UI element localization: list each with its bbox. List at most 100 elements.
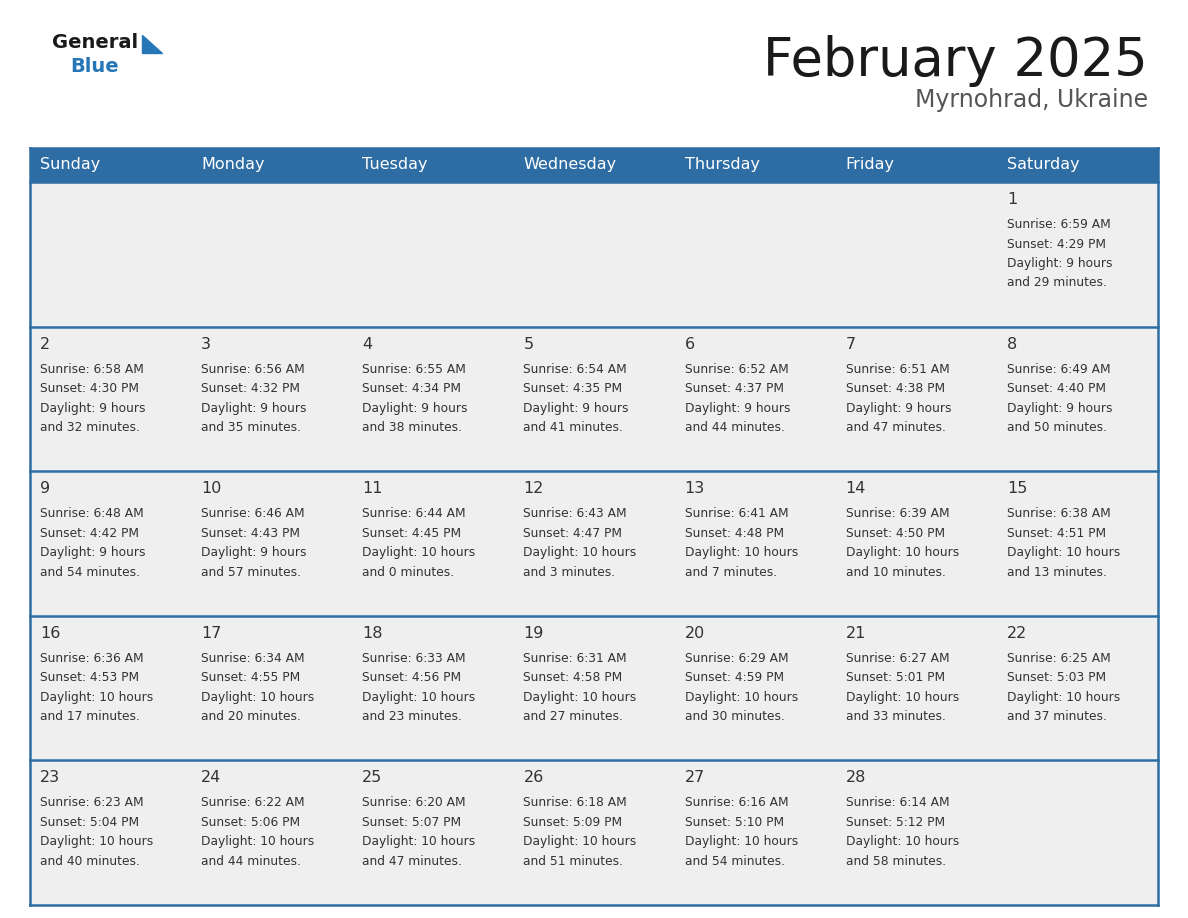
- Text: Sunrise: 6:39 AM: Sunrise: 6:39 AM: [846, 508, 949, 521]
- Text: Daylight: 9 hours: Daylight: 9 hours: [201, 401, 307, 415]
- Text: 15: 15: [1007, 481, 1028, 497]
- Bar: [30, 327, 191, 471]
- Text: and 33 minutes.: and 33 minutes.: [846, 711, 946, 723]
- Bar: [353, 327, 513, 471]
- Text: and 10 minutes.: and 10 minutes.: [846, 565, 946, 578]
- Text: Sunrise: 6:18 AM: Sunrise: 6:18 AM: [524, 797, 627, 810]
- Text: Daylight: 9 hours: Daylight: 9 hours: [201, 546, 307, 559]
- Text: 9: 9: [40, 481, 50, 497]
- Text: Sunrise: 6:14 AM: Sunrise: 6:14 AM: [846, 797, 949, 810]
- Text: 24: 24: [201, 770, 221, 786]
- Text: Sunrise: 6:55 AM: Sunrise: 6:55 AM: [362, 363, 466, 375]
- Text: and 7 minutes.: and 7 minutes.: [684, 565, 777, 578]
- Bar: [513, 327, 675, 471]
- Text: Wednesday: Wednesday: [524, 158, 617, 173]
- Text: Sunset: 4:29 PM: Sunset: 4:29 PM: [1007, 238, 1106, 251]
- Text: and 35 minutes.: and 35 minutes.: [201, 421, 301, 434]
- Bar: [30, 148, 191, 182]
- Bar: [675, 148, 835, 182]
- Text: Sunrise: 6:38 AM: Sunrise: 6:38 AM: [1007, 508, 1111, 521]
- Bar: [191, 148, 353, 182]
- Bar: [835, 471, 997, 616]
- Text: Sunrise: 6:29 AM: Sunrise: 6:29 AM: [684, 652, 788, 665]
- Text: Sunset: 4:55 PM: Sunset: 4:55 PM: [201, 671, 301, 684]
- Text: Daylight: 10 hours: Daylight: 10 hours: [1007, 691, 1120, 704]
- Bar: [30, 182, 191, 327]
- Text: 19: 19: [524, 626, 544, 641]
- Text: and 40 minutes.: and 40 minutes.: [40, 855, 140, 868]
- Text: Daylight: 10 hours: Daylight: 10 hours: [1007, 546, 1120, 559]
- Text: Myrnohrad, Ukraine: Myrnohrad, Ukraine: [915, 88, 1148, 112]
- Text: and 47 minutes.: and 47 minutes.: [846, 421, 946, 434]
- Text: and 41 minutes.: and 41 minutes.: [524, 421, 624, 434]
- Text: and 13 minutes.: and 13 minutes.: [1007, 565, 1107, 578]
- Text: Sunset: 5:12 PM: Sunset: 5:12 PM: [846, 816, 944, 829]
- Text: Blue: Blue: [70, 57, 119, 76]
- Text: and 23 minutes.: and 23 minutes.: [362, 711, 462, 723]
- Text: Sunset: 4:38 PM: Sunset: 4:38 PM: [846, 382, 944, 395]
- Text: Sunset: 4:32 PM: Sunset: 4:32 PM: [201, 382, 301, 395]
- Text: Sunrise: 6:23 AM: Sunrise: 6:23 AM: [40, 797, 144, 810]
- Text: Sunset: 4:43 PM: Sunset: 4:43 PM: [201, 527, 301, 540]
- Text: Daylight: 10 hours: Daylight: 10 hours: [201, 691, 315, 704]
- Bar: [513, 182, 675, 327]
- Text: Daylight: 10 hours: Daylight: 10 hours: [524, 546, 637, 559]
- Text: Sunrise: 6:43 AM: Sunrise: 6:43 AM: [524, 508, 627, 521]
- Text: Daylight: 10 hours: Daylight: 10 hours: [362, 546, 475, 559]
- Text: 5: 5: [524, 337, 533, 352]
- Text: 18: 18: [362, 626, 383, 641]
- Text: 2: 2: [40, 337, 50, 352]
- Text: Sunrise: 6:54 AM: Sunrise: 6:54 AM: [524, 363, 627, 375]
- Text: February 2025: February 2025: [763, 35, 1148, 87]
- Text: Daylight: 10 hours: Daylight: 10 hours: [40, 691, 153, 704]
- Text: Sunset: 4:58 PM: Sunset: 4:58 PM: [524, 671, 623, 684]
- Text: and 37 minutes.: and 37 minutes.: [1007, 711, 1107, 723]
- Bar: [675, 616, 835, 760]
- Text: Sunrise: 6:51 AM: Sunrise: 6:51 AM: [846, 363, 949, 375]
- Text: Sunset: 4:53 PM: Sunset: 4:53 PM: [40, 671, 139, 684]
- Text: Daylight: 10 hours: Daylight: 10 hours: [201, 835, 315, 848]
- Text: Sunset: 5:09 PM: Sunset: 5:09 PM: [524, 816, 623, 829]
- Text: Daylight: 10 hours: Daylight: 10 hours: [362, 835, 475, 848]
- Text: Daylight: 10 hours: Daylight: 10 hours: [846, 835, 959, 848]
- Text: Sunday: Sunday: [40, 158, 100, 173]
- Text: 25: 25: [362, 770, 383, 786]
- Text: Sunset: 4:50 PM: Sunset: 4:50 PM: [846, 527, 944, 540]
- Text: and 50 minutes.: and 50 minutes.: [1007, 421, 1107, 434]
- Text: Daylight: 10 hours: Daylight: 10 hours: [362, 691, 475, 704]
- Text: 7: 7: [846, 337, 855, 352]
- Text: Sunset: 4:34 PM: Sunset: 4:34 PM: [362, 382, 461, 395]
- Bar: [675, 182, 835, 327]
- Bar: [513, 471, 675, 616]
- Bar: [191, 182, 353, 327]
- Text: Daylight: 9 hours: Daylight: 9 hours: [40, 401, 145, 415]
- Bar: [513, 760, 675, 905]
- Text: Sunset: 4:42 PM: Sunset: 4:42 PM: [40, 527, 139, 540]
- Bar: [835, 616, 997, 760]
- Bar: [30, 616, 191, 760]
- Text: Daylight: 9 hours: Daylight: 9 hours: [1007, 401, 1112, 415]
- Text: 10: 10: [201, 481, 221, 497]
- Text: Sunset: 4:45 PM: Sunset: 4:45 PM: [362, 527, 461, 540]
- Bar: [997, 616, 1158, 760]
- Bar: [675, 327, 835, 471]
- Text: Daylight: 10 hours: Daylight: 10 hours: [524, 835, 637, 848]
- Text: Sunrise: 6:56 AM: Sunrise: 6:56 AM: [201, 363, 305, 375]
- Text: 16: 16: [40, 626, 61, 641]
- Text: Sunset: 4:40 PM: Sunset: 4:40 PM: [1007, 382, 1106, 395]
- Text: Daylight: 10 hours: Daylight: 10 hours: [684, 835, 798, 848]
- Text: 3: 3: [201, 337, 211, 352]
- Text: Daylight: 10 hours: Daylight: 10 hours: [524, 691, 637, 704]
- Text: Sunrise: 6:44 AM: Sunrise: 6:44 AM: [362, 508, 466, 521]
- Text: Sunrise: 6:22 AM: Sunrise: 6:22 AM: [201, 797, 305, 810]
- Bar: [30, 760, 191, 905]
- Bar: [191, 471, 353, 616]
- Text: and 44 minutes.: and 44 minutes.: [684, 421, 784, 434]
- Text: Sunrise: 6:16 AM: Sunrise: 6:16 AM: [684, 797, 788, 810]
- Text: Sunset: 5:07 PM: Sunset: 5:07 PM: [362, 816, 461, 829]
- Text: 20: 20: [684, 626, 704, 641]
- Text: Monday: Monday: [201, 158, 265, 173]
- Text: Daylight: 9 hours: Daylight: 9 hours: [684, 401, 790, 415]
- Bar: [191, 327, 353, 471]
- Text: Sunrise: 6:36 AM: Sunrise: 6:36 AM: [40, 652, 144, 665]
